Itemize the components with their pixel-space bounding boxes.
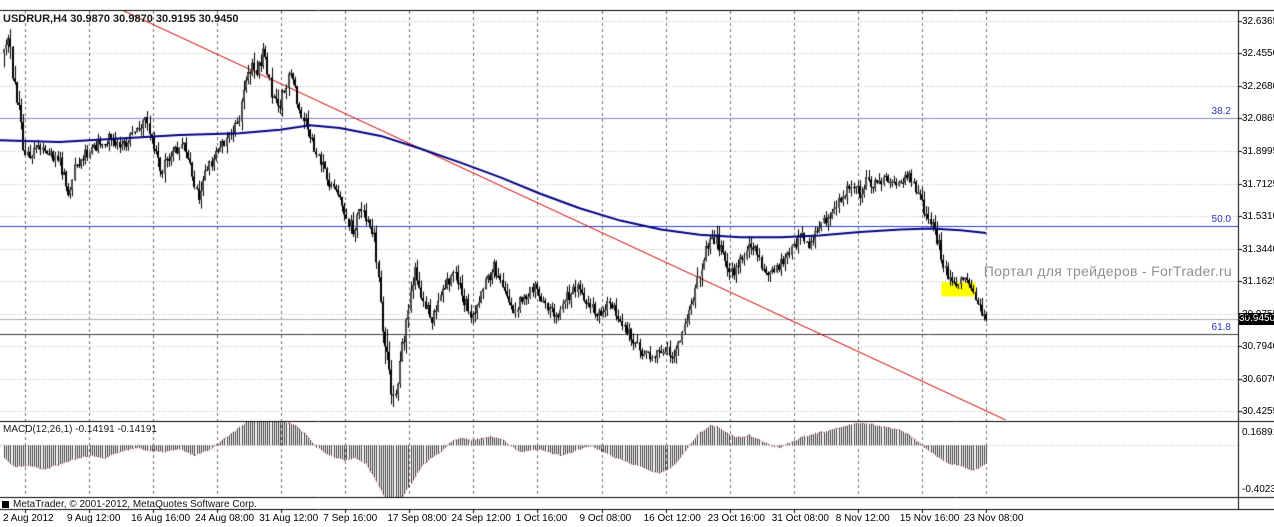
metaquotes-logo-icon: [2, 500, 9, 508]
time-tick-label: 31 Aug 12:00: [259, 513, 319, 524]
time-tick-label: 24 Sep 12:00: [451, 513, 511, 524]
fibo-level-label-38-2: 38.2: [1211, 106, 1231, 117]
current-price-label: 30.9450: [1239, 313, 1274, 325]
time-tick-label: 9 Oct 08:00: [579, 513, 632, 524]
time-tick-label: 23 Oct 16:00: [707, 513, 765, 524]
time-tick-label: 16 Aug 16:00: [131, 513, 191, 524]
time-tick-label: 8 Nov 12:00: [835, 513, 890, 524]
price-tick-label: 31.5310: [1242, 211, 1274, 222]
time-tick-label: 16 Oct 12:00: [643, 513, 701, 524]
price-tick-label: 30.4255: [1242, 406, 1274, 417]
time-tick-label: 1 Oct 16:00: [515, 513, 568, 524]
time-tick-label: 17 Sep 08:00: [387, 513, 447, 524]
price-tick-label: 32.0865: [1242, 113, 1274, 124]
price-tick-label: 32.6365: [1242, 16, 1274, 27]
price-tick-label: 30.9755: [1242, 308, 1274, 320]
watermark-text: Портал для трейдеров - ForTrader.ru: [983, 263, 1232, 279]
time-tick-label: 7 Sep 16:00: [323, 513, 378, 524]
time-tick-label: 9 Aug 12:00: [67, 513, 121, 524]
copyright-text: MetaTrader, © 2001-2012, MetaQuotes Soft…: [13, 498, 257, 510]
time-tick-label: 31 Oct 08:00: [771, 513, 829, 524]
macd-scale-max-label: 0.16891: [1242, 427, 1274, 438]
time-axis[interactable]: 2 Aug 2012 9 Aug 12:00 16 Aug 16:00 24 Aug …: [0, 510, 1238, 527]
time-tick-label: 2 Aug 2012: [3, 513, 54, 524]
price-tick-label: 31.7125: [1242, 178, 1274, 190]
price-tick-label: 31.3440: [1242, 243, 1274, 255]
macd-indicator-label: MACD(12,26,1) -0.14191 -0.14191: [3, 424, 157, 435]
price-tick-label: 30.7940: [1242, 341, 1274, 352]
time-tick-label: 23 Nov 08:00: [963, 513, 1024, 524]
price-tick-label: 32.2680: [1242, 81, 1274, 92]
macd-scale-min-label: -0.4023: [1242, 484, 1274, 495]
price-tick-label: 31.1625: [1242, 276, 1274, 287]
copyright-bar: MetaTrader, © 2001-2012, MetaQuotes Soft…: [2, 498, 257, 510]
price-tick-label: 31.8995: [1242, 146, 1274, 157]
time-tick-label: 24 Aug 08:00: [195, 513, 255, 524]
price-tick-label: 30.6070: [1242, 373, 1274, 385]
fibo-level-label-50-0: 50.0: [1211, 214, 1231, 226]
time-tick-label: 15 Nov 16:00: [899, 513, 960, 524]
chart-title: USDRUR,H4 30.9870 30.9870 30.9195 30.945…: [3, 13, 239, 25]
price-axis[interactable]: 32.6365 32.4550 32.2680 32.0865 31.8995 31.71…: [1238, 10, 1274, 509]
price-tick-label: 32.4550: [1242, 48, 1274, 59]
fibo-level-label-61-8: 61.8: [1211, 322, 1231, 334]
